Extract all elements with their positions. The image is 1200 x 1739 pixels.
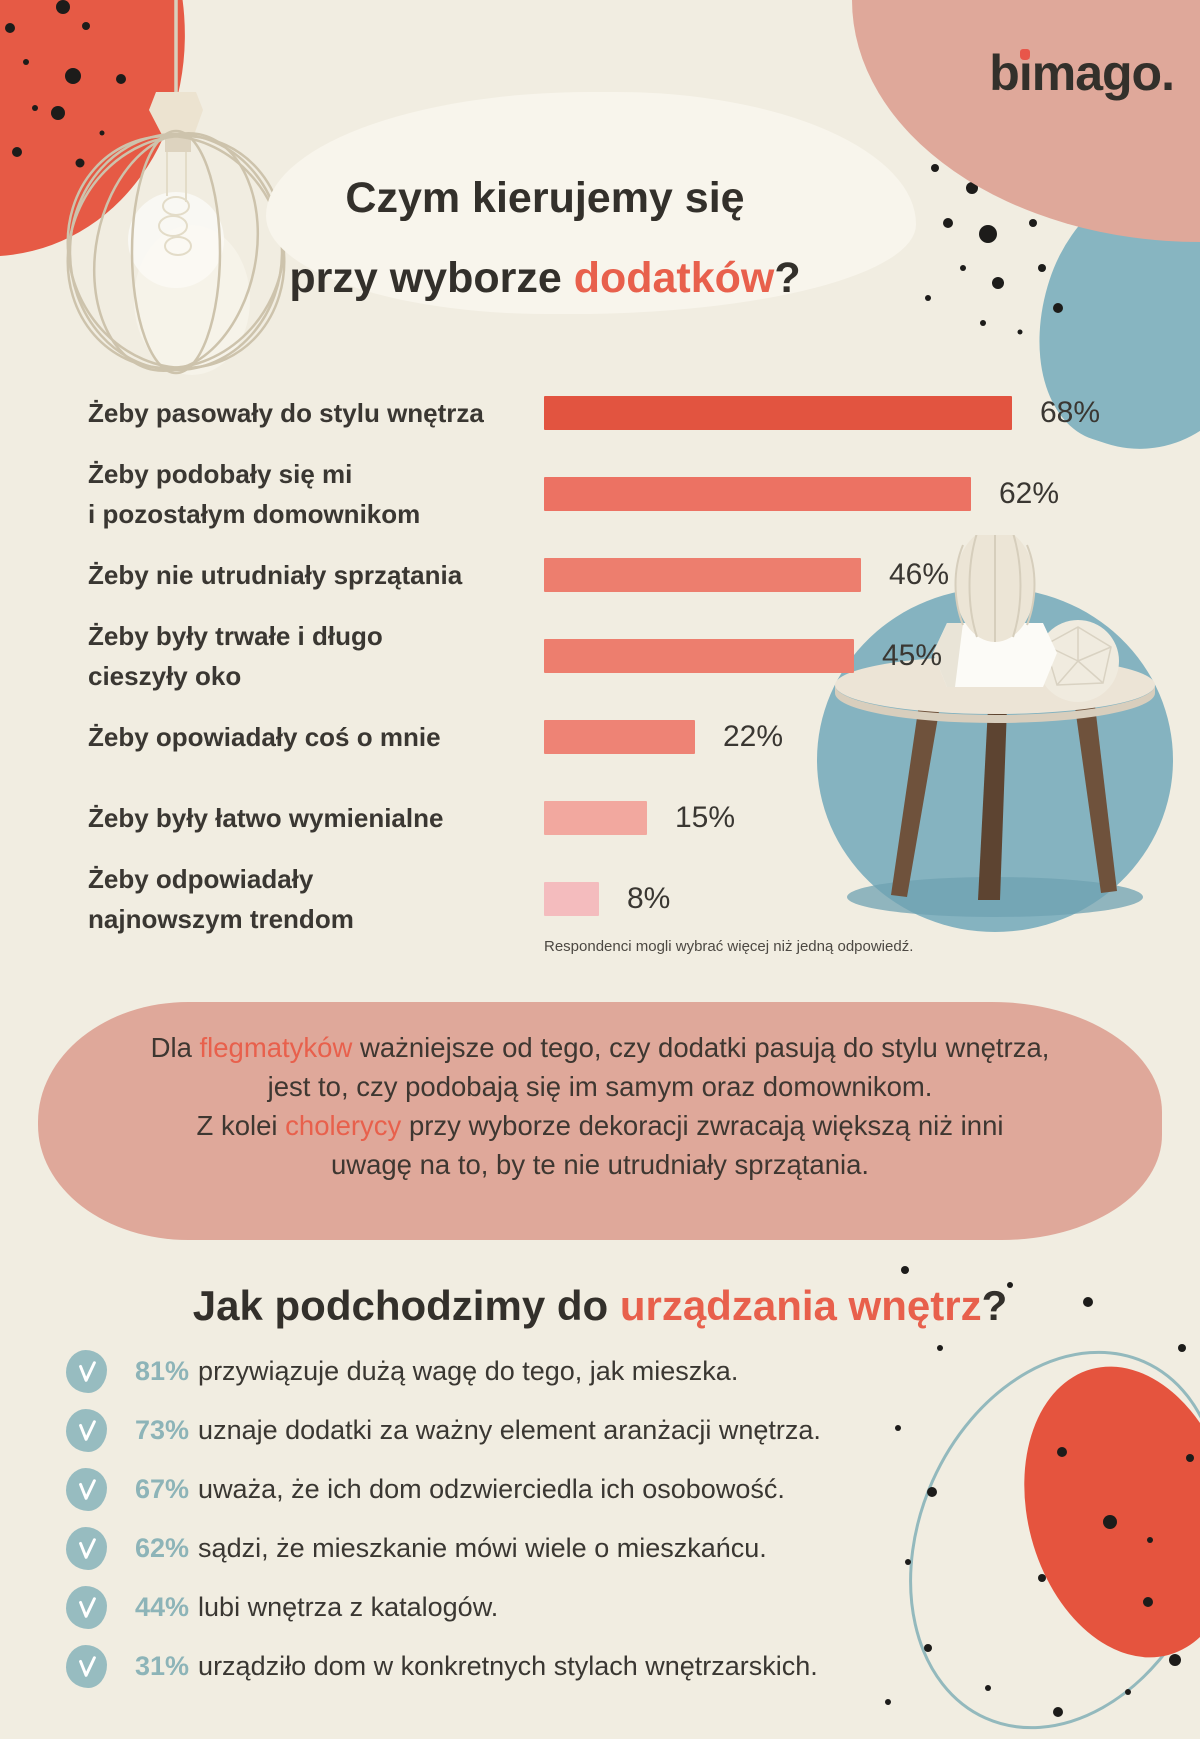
chart-row: Żeby były trwałe i długo cieszyły oko 45… xyxy=(88,615,1168,696)
chart-category-label: Żeby były trwałe i długo cieszyły oko xyxy=(88,620,383,691)
checklist-item: 31% urządziło dom w konkretnych stylach … xyxy=(66,1637,821,1696)
insight-text-segment: Dla xyxy=(150,1032,200,1063)
insight-accent-word: cholerycy xyxy=(285,1110,402,1141)
checklist-percent: 73% xyxy=(135,1415,190,1445)
chart-row: Żeby odpowiadały najnowszym trendom 8% xyxy=(88,858,1168,939)
chart-row: Żeby pasowały do stylu wnętrza 68% xyxy=(88,372,1168,453)
checklist-percent: 67% xyxy=(135,1474,190,1504)
coral-egg-blob xyxy=(1024,1366,1200,1658)
chart-value-label: 45% xyxy=(882,638,943,672)
title-question-mark: ? xyxy=(774,254,801,302)
checklist-text: przywiązuje dużą wagę do tego, jak miesz… xyxy=(198,1356,739,1386)
salmon-blob-top-right xyxy=(852,0,1200,242)
teal-outline-ellipse xyxy=(909,1350,1200,1730)
logo-i-red-dot: i xyxy=(1018,45,1033,101)
checklist-text: uważa, że ich dom odzwierciedla ich osob… xyxy=(198,1474,785,1504)
section-title: Jak podchodzimy do urządzania wnętrz? xyxy=(0,1282,1200,1330)
section-title-question-mark: ? xyxy=(981,1282,1008,1329)
chart-bar xyxy=(544,476,971,511)
checklist-item: 73% uznaje dodatki za ważny element aran… xyxy=(66,1401,821,1460)
checklist-percent: 62% xyxy=(135,1533,190,1563)
chart-bar xyxy=(544,395,1012,430)
checklist-percent: 81% xyxy=(135,1356,190,1386)
title-line1: Czym kierujemy się xyxy=(345,174,745,222)
section-title-accent: urządzania wnętrz xyxy=(619,1282,982,1329)
chart-value-label: 62% xyxy=(999,476,1060,510)
checklist-item: 67% uważa, że ich dom odzwierciedla ich … xyxy=(66,1460,821,1519)
checklist-text: sądzi, że mieszkanie mówi wiele o mieszk… xyxy=(198,1533,767,1563)
checklist-item: 81% przywiązuje dużą wagę do tego, jak m… xyxy=(66,1342,821,1401)
chart-footnote: Respondenci mogli wybrać więcej niż jedn… xyxy=(544,938,914,955)
chart-row: Żeby podobały się mi i pozostałym domown… xyxy=(88,453,1168,534)
title-accent-word: dodatków xyxy=(573,254,775,302)
check-icon xyxy=(66,1527,107,1570)
check-icon xyxy=(66,1468,107,1511)
chart-category-label: Żeby pasowały do stylu wnętrza xyxy=(88,397,484,428)
dots-top-right xyxy=(925,164,1063,335)
chart-category-label: Żeby były łatwo wymienialne xyxy=(88,802,444,833)
chart-value-label: 22% xyxy=(723,719,784,753)
insight-accent-word: flegmatyków xyxy=(199,1032,353,1063)
insight-paragraph: Dla flegmatyków ważniejsze od tego, czy … xyxy=(80,1028,1120,1184)
chart-value-label: 46% xyxy=(889,557,950,591)
checklist-percent: 31% xyxy=(135,1651,190,1681)
chart-rows: Żeby pasowały do stylu wnętrza 68% Żeby … xyxy=(88,372,1168,939)
checklist-text: uznaje dodatki za ważny element aranżacj… xyxy=(198,1415,821,1445)
paint-splatter-dots xyxy=(885,1266,1194,1717)
insight-text-segment: przy wyborze dekoracji zwracają większą … xyxy=(330,1110,1004,1180)
chart-value-label: 8% xyxy=(627,881,671,915)
logo-text-rest: mago. xyxy=(1031,45,1175,101)
chart-row: Żeby nie utrudniały sprzątania 46% xyxy=(88,534,1168,615)
chart-category-label: Żeby podobały się mi i pozostałym domown… xyxy=(88,458,421,529)
chart-category-label: Żeby opowiadały coś o mnie xyxy=(88,721,441,752)
chart-bar xyxy=(544,638,854,673)
section-title-prefix: Jak podchodzimy do xyxy=(192,1282,620,1329)
chart-bar xyxy=(544,719,695,754)
chart-bar xyxy=(544,557,861,592)
chart-bar xyxy=(544,800,647,835)
chart-row: Żeby były łatwo wymienialne 15% xyxy=(88,777,1168,858)
bar-chart: Żeby pasowały do stylu wnętrza 68% Żeby … xyxy=(88,372,1168,939)
chart-category-label: Żeby odpowiadały najnowszym trendom xyxy=(88,863,354,934)
check-icon xyxy=(66,1645,107,1688)
statistics-checklist: 81% przywiązuje dużą wagę do tego, jak m… xyxy=(66,1342,821,1696)
paint-splatter-dots xyxy=(5,0,126,168)
check-icon xyxy=(66,1409,107,1452)
check-icon xyxy=(66,1350,107,1393)
checklist-percent: 44% xyxy=(135,1592,190,1622)
page-title: Czym kierujemy się przy wyborze dodatków… xyxy=(195,158,895,318)
chart-row: Żeby opowiadały coś o mnie 22% xyxy=(88,696,1168,777)
chart-bar xyxy=(544,881,599,916)
checklist-text: lubi wnętrza z katalogów. xyxy=(198,1592,499,1622)
logo-text: b xyxy=(989,45,1020,101)
chart-value-label: 68% xyxy=(1040,395,1101,429)
checklist-item: 62% sądzi, że mieszkanie mówi wiele o mi… xyxy=(66,1519,821,1578)
checklist-item: 44% lubi wnętrza z katalogów. xyxy=(66,1578,821,1637)
check-icon xyxy=(66,1586,107,1629)
title-line2-prefix: przy wyborze xyxy=(289,254,574,302)
chart-category-label: Żeby nie utrudniały sprzątania xyxy=(88,559,463,590)
chart-value-label: 15% xyxy=(675,800,736,834)
bimago-logo: bimago. xyxy=(989,44,1175,102)
checklist-text: urządziło dom w konkretnych stylach wnęt… xyxy=(198,1651,818,1681)
